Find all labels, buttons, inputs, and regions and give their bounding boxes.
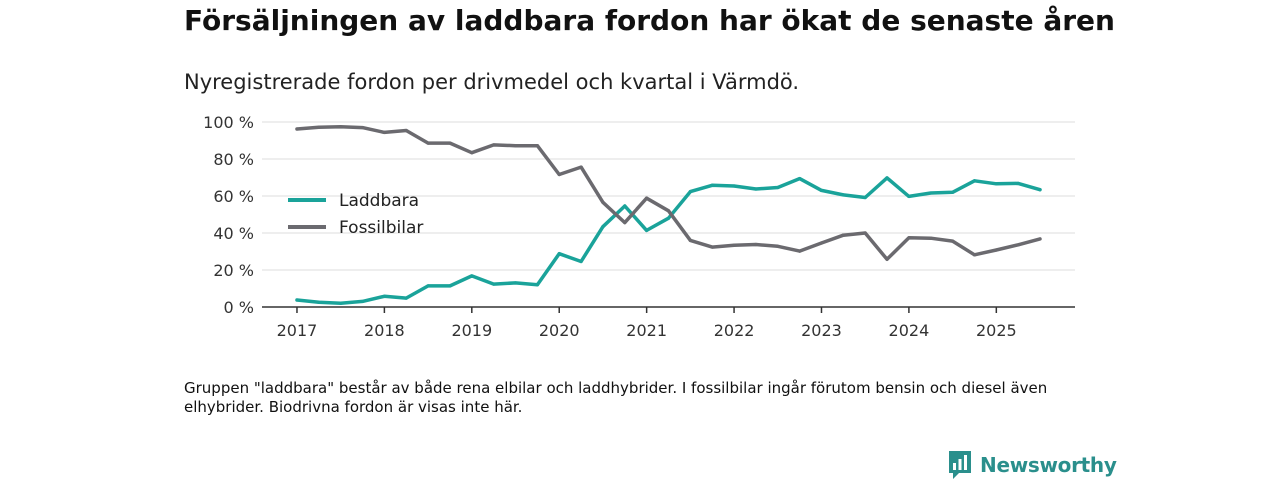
data-point	[382, 294, 386, 298]
data-point	[295, 298, 299, 302]
y-tick-label: 60 %	[213, 187, 254, 206]
data-point	[601, 225, 605, 229]
data-point	[951, 239, 955, 243]
data-point	[360, 125, 365, 130]
data-point	[557, 172, 561, 177]
data-point	[360, 299, 365, 304]
data-point	[972, 253, 977, 257]
newsworthy-logo: Newsworthy	[948, 450, 1117, 480]
newsworthy-logo-text: Newsworthy	[980, 453, 1117, 477]
data-point	[404, 128, 408, 133]
data-point	[798, 177, 802, 181]
data-point	[994, 248, 998, 252]
data-point	[295, 127, 299, 131]
data-point	[404, 296, 408, 300]
data-point	[885, 176, 889, 180]
grid-lines	[262, 121, 1075, 271]
data-point	[798, 249, 802, 253]
data-point	[382, 130, 386, 134]
x-tick-label: 2018	[364, 321, 405, 340]
line-chart: 0 % 20 % 40 % 60 % 80 % 100 % 2017 2018 2019 202…	[203, 113, 1075, 340]
data-point	[863, 195, 867, 200]
data-point	[776, 244, 780, 248]
data-point	[1016, 243, 1020, 247]
data-point	[819, 241, 824, 245]
data-point	[972, 179, 977, 183]
data-point	[929, 236, 933, 240]
x-tick-label: 2025	[976, 321, 1017, 340]
legend-label-fossil: Fossilbilar	[339, 218, 423, 238]
y-tick-label: 100 %	[203, 113, 254, 132]
data-point	[907, 194, 911, 198]
data-point	[623, 204, 627, 208]
data-point	[426, 284, 430, 288]
y-tick-label: 0 %	[224, 298, 254, 317]
data-point	[732, 243, 736, 247]
data-point	[666, 209, 671, 213]
data-point	[513, 281, 518, 285]
chart-subtitle: Nyregistrerade fordon per drivmedel och …	[184, 70, 800, 94]
data-point	[688, 189, 692, 194]
y-tick-label: 40 %	[213, 224, 254, 243]
data-point	[535, 283, 539, 287]
legend: Laddbara Fossilbilar	[288, 191, 423, 238]
data-point	[426, 141, 430, 145]
x-tick-label: 2024	[889, 321, 930, 340]
data-point	[929, 191, 933, 195]
data-point	[710, 183, 714, 187]
data-point	[819, 188, 824, 193]
data-point	[1038, 188, 1042, 192]
data-point	[339, 301, 343, 305]
data-point	[841, 233, 845, 237]
legend-label-laddbara: Laddbara	[339, 191, 419, 211]
data-point	[535, 144, 539, 148]
data-point	[1038, 237, 1042, 241]
data-point	[710, 245, 714, 249]
data-point	[470, 151, 474, 155]
y-axis-tick-labels: 0 % 20 % 40 % 60 % 80 % 100 %	[203, 113, 254, 317]
data-point	[754, 187, 758, 191]
series-lines	[295, 125, 1042, 306]
data-point	[470, 274, 474, 278]
data-point	[339, 125, 343, 129]
data-point	[317, 300, 321, 304]
data-point	[645, 228, 649, 233]
data-point	[513, 144, 518, 148]
data-point	[754, 242, 758, 247]
chart-title: Försäljningen av laddbara fordon har öka…	[184, 4, 1115, 37]
footnote: Gruppen "laddbara" består av både rena e…	[184, 379, 1048, 416]
data-point	[645, 196, 649, 200]
data-point	[688, 238, 692, 242]
data-point	[666, 216, 671, 220]
data-point	[885, 257, 889, 261]
x-tick-label: 2023	[801, 321, 842, 340]
data-point	[951, 190, 955, 194]
y-tick-label: 20 %	[213, 261, 254, 280]
newsworthy-logo-icon	[949, 451, 971, 479]
data-point	[448, 141, 452, 145]
x-tick-label: 2017	[277, 321, 318, 340]
x-tick-label: 2020	[539, 321, 580, 340]
data-point	[776, 185, 780, 190]
data-point	[863, 231, 867, 235]
y-tick-label: 80 %	[213, 150, 254, 169]
data-point	[601, 200, 605, 204]
data-point	[492, 143, 496, 147]
data-point	[623, 221, 627, 225]
data-point	[317, 125, 321, 129]
data-point	[579, 165, 583, 169]
x-tick-label: 2021	[626, 321, 667, 340]
x-tick-label: 2019	[451, 321, 492, 340]
data-point	[994, 182, 998, 186]
data-point	[1016, 181, 1020, 186]
data-point	[579, 259, 583, 264]
data-point	[492, 282, 496, 286]
data-point	[448, 284, 452, 288]
data-point	[907, 236, 911, 240]
x-axis-ticks: 2017 2018 2019 2020 2021 2022 2023 2024 2025	[277, 307, 1017, 340]
data-point	[557, 252, 561, 256]
data-point	[732, 184, 736, 188]
data-point	[841, 193, 845, 197]
x-tick-label: 2022	[714, 321, 755, 340]
